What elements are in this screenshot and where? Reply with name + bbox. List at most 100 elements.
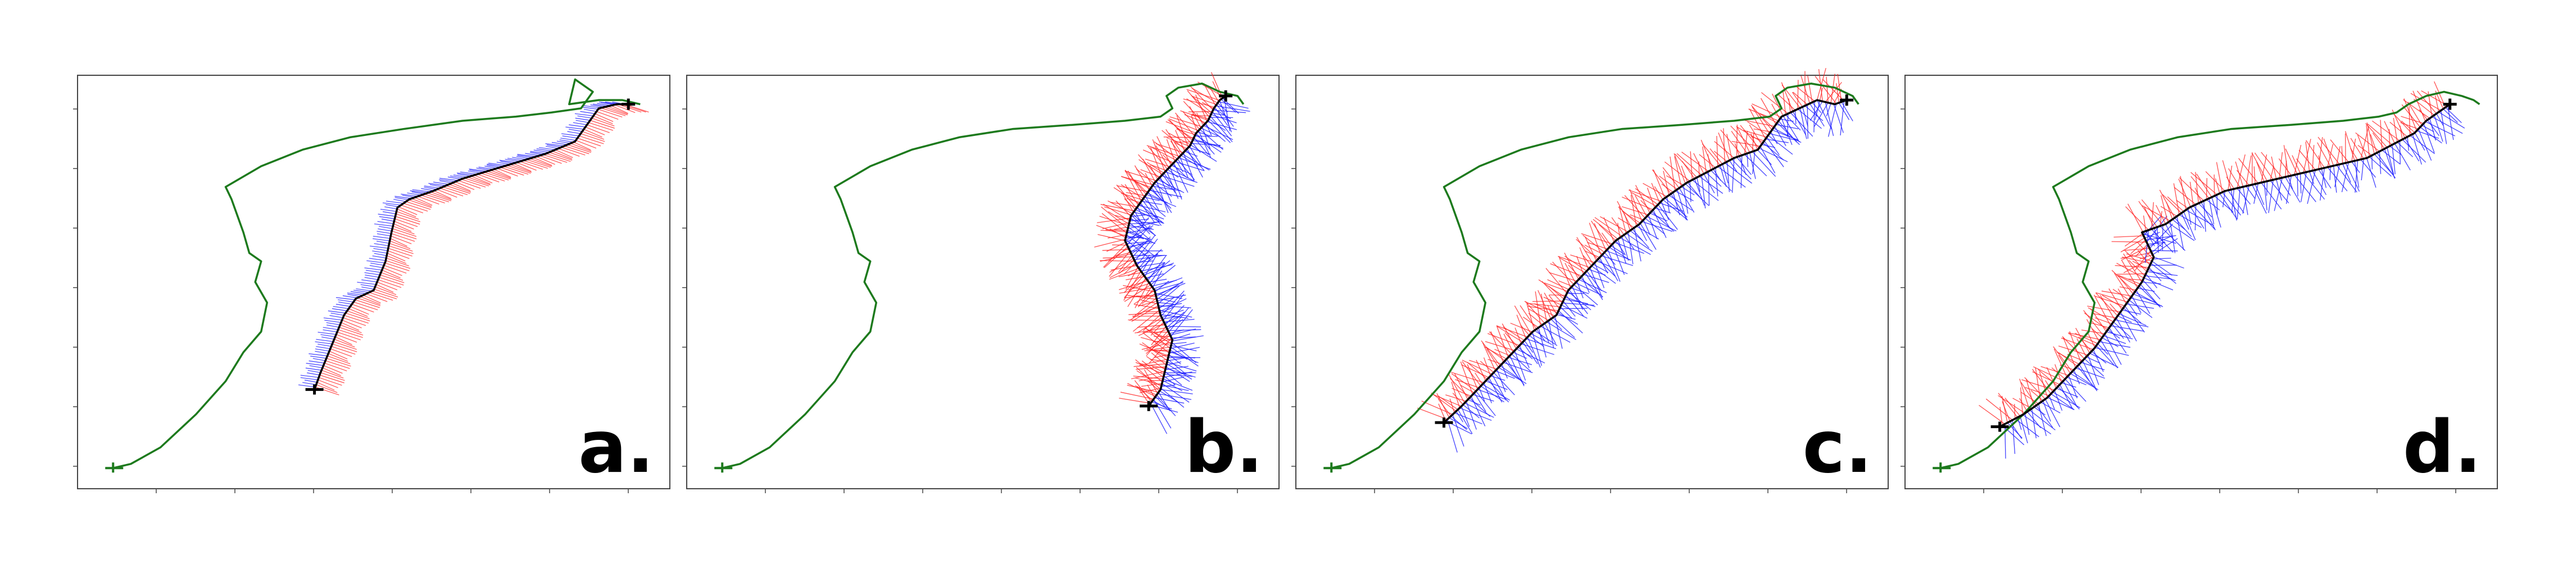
blue-hatch-line	[1826, 103, 1831, 117]
red-hatch-line	[1585, 236, 1597, 261]
red-hatch-line	[2368, 124, 2393, 145]
red-hatch-line	[2205, 171, 2225, 192]
blue-hatch-line	[1185, 149, 1205, 171]
blue-hatch-line	[321, 336, 334, 340]
blue-hatch-line	[2443, 108, 2458, 123]
blue-hatch-line	[361, 286, 374, 290]
red-hatch-line	[383, 265, 407, 274]
panel-label: b.	[1185, 406, 1263, 489]
blue-hatch-line	[369, 265, 383, 269]
blue-hatch-line	[1703, 174, 1715, 194]
red-hatch-line	[520, 161, 543, 170]
red-hatch-line	[2095, 295, 2125, 307]
blue-hatch-line	[2002, 425, 2025, 445]
blue-hatch-line	[575, 117, 591, 121]
blue-hatch-line	[1131, 215, 1150, 235]
red-hatch-line	[392, 230, 417, 239]
red-hatch-line	[1676, 153, 1702, 176]
blue-hatch-line	[2355, 160, 2359, 193]
red-hatch-line	[1109, 258, 1134, 273]
blue-hatch-line	[328, 310, 346, 313]
blue-hatch-line	[1125, 239, 1151, 260]
blue-hatch-line	[1140, 202, 1155, 222]
red-hatch-line	[2096, 292, 2128, 303]
blue-hatch-line	[545, 143, 565, 147]
red-hatch-line	[582, 131, 605, 140]
blue-hatch-line	[1461, 406, 1470, 427]
blue-hatch-line	[2047, 397, 2075, 410]
blue-hatch-line	[1617, 239, 1627, 264]
red-hatch-line	[2350, 148, 2359, 161]
blue-hatch-line	[2131, 295, 2142, 313]
red-hatch-line	[1731, 140, 1761, 147]
red-hatch-line	[1135, 327, 1167, 334]
red-hatch-line	[1104, 206, 1132, 216]
blue-hatch-line	[1672, 192, 1680, 216]
red-hatch-line	[1528, 313, 1543, 325]
blue-hatch-line	[2063, 380, 2078, 407]
blue-hatch-line	[1160, 306, 1174, 313]
red-hatch-line	[1097, 217, 1131, 224]
red-hatch-line	[1146, 380, 1163, 381]
red-hatch-line	[1133, 363, 1167, 367]
red-hatch-line	[1144, 286, 1153, 299]
red-hatch-line	[1127, 383, 1156, 397]
blue-hatch-line	[1641, 221, 1673, 232]
blue-hatch-line	[1124, 225, 1154, 242]
red-hatch-line	[2143, 215, 2147, 231]
red-hatch-line	[1736, 126, 1750, 153]
red-hatch-line	[1138, 154, 1159, 179]
red-hatch-line	[1421, 401, 1453, 415]
red-hatch-line	[580, 133, 605, 142]
blue-hatch-line	[1591, 265, 1616, 284]
blue-hatch-line	[1560, 306, 1573, 319]
blue-hatch-line	[551, 142, 568, 145]
red-hatch-line	[2330, 139, 2349, 163]
red-hatch-line	[1142, 342, 1168, 361]
blue-hatch-line	[1165, 366, 1190, 382]
red-hatch-line	[2093, 294, 2111, 326]
blue-hatch-line	[2079, 364, 2090, 381]
red-hatch-line	[1133, 290, 1155, 305]
red-hatch-line	[327, 356, 351, 365]
blue-hatch-line	[2115, 319, 2149, 328]
blue-hatch-line	[1540, 326, 1571, 343]
red-hatch-line	[2090, 322, 2110, 329]
red-hatch-line	[1514, 328, 1522, 344]
axis-ticks	[682, 108, 1238, 493]
red-hatch-line	[322, 367, 342, 376]
blue-hatch-line	[1643, 220, 1650, 235]
blue-hatch-line	[1722, 163, 1729, 184]
blue-hatch-line	[377, 240, 389, 244]
red-hatch-line	[2081, 329, 2105, 334]
red-hatch-line	[2196, 174, 2212, 198]
red-hatch-line	[1146, 330, 1168, 356]
red-hatch-line	[374, 289, 398, 298]
red-hatch-line	[408, 199, 432, 208]
red-hatch-line	[2167, 196, 2184, 212]
blue-hatch-line	[1621, 236, 1629, 261]
blue-hatch-line	[1585, 272, 1603, 301]
blue-hatch-line	[2436, 113, 2444, 126]
red-hatch-line	[375, 286, 397, 295]
blue-hatch-line	[382, 211, 396, 215]
blue-hatch-line	[1668, 194, 1693, 211]
blue-hatch-line	[386, 201, 404, 204]
blue-hatch-line	[2065, 379, 2087, 402]
red-hatch-line	[330, 348, 352, 357]
red-hatch-line	[1448, 374, 1465, 403]
blue-hatch-line	[1559, 308, 1588, 310]
red-hatch-line	[2256, 161, 2265, 183]
chart-panel-2: b.	[682, 72, 1280, 493]
blue-hatch-line	[1160, 388, 1185, 408]
blue-hatch-line	[1770, 131, 1778, 144]
blue-hatch-line	[424, 187, 437, 190]
blue-hatch-line	[1609, 247, 1631, 261]
red-hatch-line	[1168, 133, 1191, 145]
blue-hatch-line	[516, 156, 530, 159]
red-hatch-line	[1138, 301, 1158, 307]
red-hatch-line	[2285, 148, 2298, 175]
red-hatch-line	[388, 245, 414, 254]
blue-hatch-line	[410, 190, 428, 194]
blue-hatch-line	[1210, 115, 1233, 142]
